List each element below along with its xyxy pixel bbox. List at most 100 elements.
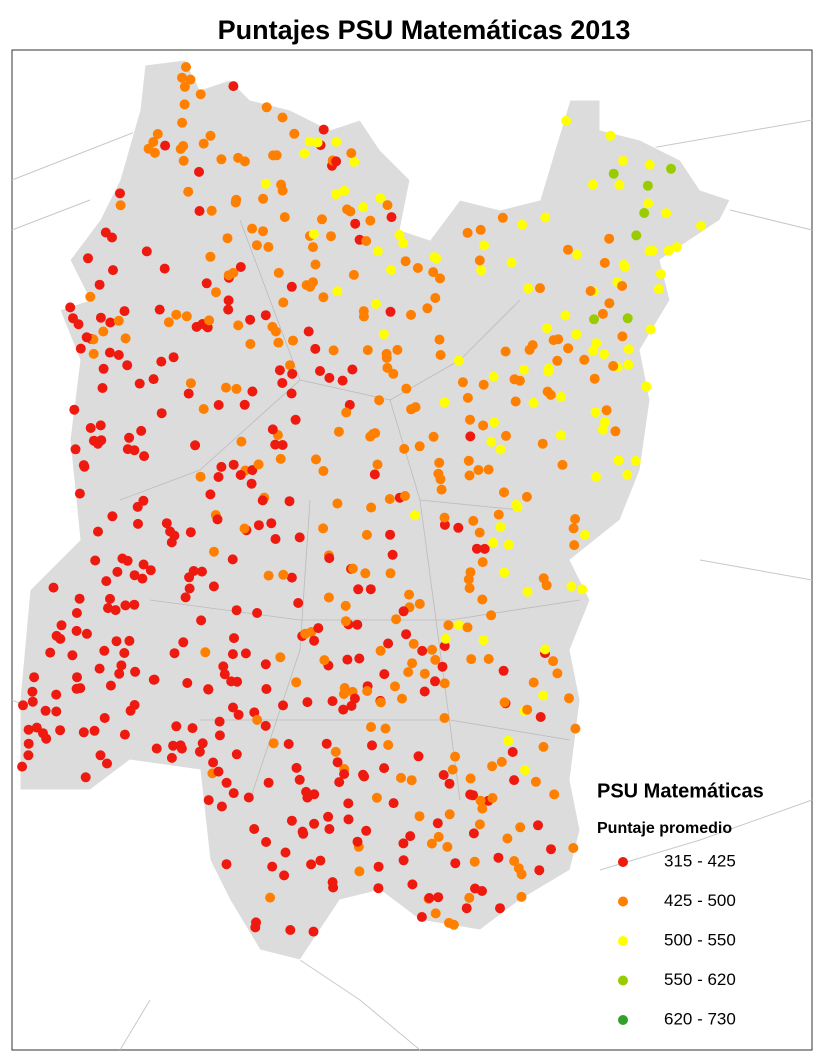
school-dot <box>599 417 610 428</box>
school-dot <box>391 614 402 625</box>
school-dot <box>540 644 551 655</box>
school-dot <box>40 705 51 716</box>
school-dot <box>540 212 551 223</box>
school-dot <box>115 188 125 199</box>
school-dot <box>317 214 327 225</box>
school-dot <box>495 522 506 533</box>
school-dot <box>136 425 147 436</box>
school-dot <box>168 352 179 363</box>
school-dot <box>417 645 428 656</box>
school-dot <box>166 752 177 763</box>
school-dot <box>383 740 394 750</box>
school-dot <box>209 546 219 557</box>
school-dot <box>112 566 123 577</box>
school-dot <box>324 372 335 383</box>
school-dot <box>406 404 417 415</box>
school-dot <box>222 233 233 244</box>
school-dot <box>552 355 563 366</box>
school-dot <box>642 180 653 191</box>
school-dot <box>190 440 201 451</box>
school-dot <box>178 155 189 166</box>
school-dot <box>253 520 264 531</box>
school-dot <box>372 246 383 257</box>
school-dot <box>198 404 209 414</box>
school-dot <box>487 793 498 803</box>
school-dot <box>509 856 520 866</box>
school-dot <box>309 818 320 829</box>
school-dot <box>120 600 131 611</box>
school-dot <box>341 407 352 418</box>
school-dot <box>108 265 118 276</box>
school-dot <box>366 502 377 513</box>
school-dot <box>353 584 364 595</box>
school-dot <box>488 537 499 548</box>
school-dot <box>542 323 553 334</box>
school-dot <box>396 772 406 783</box>
school-dot <box>438 770 449 780</box>
school-dot <box>557 459 568 470</box>
school-dot <box>474 527 485 538</box>
school-dot <box>315 366 325 376</box>
school-dot <box>427 644 438 655</box>
school-dot <box>88 348 99 359</box>
school-dot <box>263 777 274 788</box>
school-dot <box>206 205 217 216</box>
school-dot <box>275 652 286 663</box>
school-dot <box>138 559 149 570</box>
school-dot <box>183 388 194 399</box>
school-dot <box>365 215 376 226</box>
school-dot <box>375 697 386 708</box>
school-dot <box>641 381 652 392</box>
school-dot <box>385 568 396 579</box>
school-dot <box>78 727 89 738</box>
school-dot <box>563 343 574 354</box>
school-dot <box>503 735 514 746</box>
school-dot <box>294 532 305 543</box>
school-dot <box>570 514 581 524</box>
school-dot <box>463 455 474 466</box>
school-dot <box>139 451 150 462</box>
school-dot <box>468 515 479 526</box>
school-dot <box>486 610 497 621</box>
school-dot <box>398 855 409 866</box>
school-dot <box>428 431 439 442</box>
school-dot <box>318 466 329 476</box>
school-dot <box>450 858 461 869</box>
legend-label: 425 - 500 <box>664 891 736 910</box>
school-dot <box>260 178 271 189</box>
school-dot <box>280 847 291 858</box>
school-dot <box>499 697 510 708</box>
school-dot <box>168 740 179 751</box>
school-dot <box>332 757 343 768</box>
school-dot <box>556 391 567 402</box>
school-dot <box>105 317 116 328</box>
school-dot <box>214 716 225 727</box>
school-dot <box>495 903 505 914</box>
school-dot <box>618 155 629 166</box>
school-dot <box>483 464 494 475</box>
school-dot <box>339 683 350 693</box>
school-dot <box>379 669 390 680</box>
school-dot <box>614 179 625 190</box>
school-dot <box>328 345 339 356</box>
school-dot <box>203 684 214 695</box>
school-dot <box>520 765 530 776</box>
school-dot <box>284 496 295 507</box>
school-dot <box>183 186 194 197</box>
school-dot <box>277 440 288 450</box>
school-dot <box>310 259 321 270</box>
school-dot <box>229 633 239 644</box>
school-dot <box>655 268 666 279</box>
school-dot <box>71 608 82 618</box>
school-dot <box>221 382 231 393</box>
school-dot <box>354 653 365 664</box>
school-dot <box>522 704 533 715</box>
school-dot <box>113 315 124 326</box>
school-dot <box>437 661 448 672</box>
school-dot <box>100 227 111 238</box>
school-dot <box>249 707 260 718</box>
school-dot <box>197 566 207 577</box>
school-dot <box>67 650 78 661</box>
school-dot <box>323 592 334 603</box>
school-dot <box>608 361 619 371</box>
